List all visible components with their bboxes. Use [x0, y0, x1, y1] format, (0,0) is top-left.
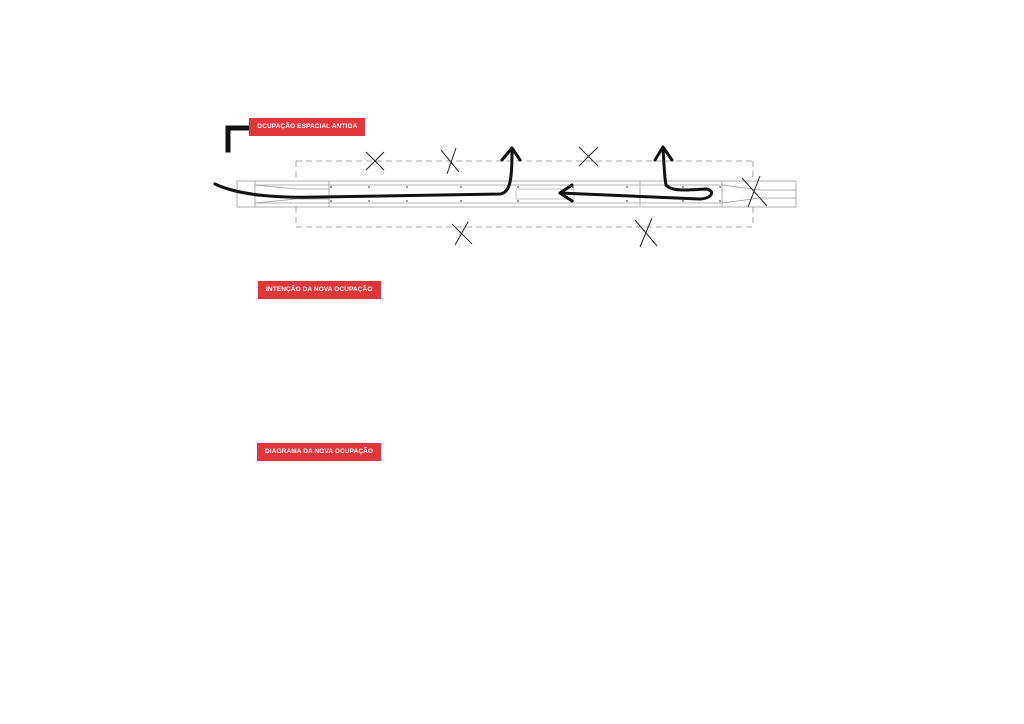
section-label-new-intention: INTENÇÃO DA NOVA OCUPAÇÃO: [258, 281, 381, 299]
corner-bracket-icon: [228, 128, 248, 150]
cross-mark-icon: [365, 146, 768, 248]
section-old-occupation: [213, 128, 797, 248]
section-label-old-occupation: OCUPAÇÃO ESPACIAL ANTIGA: [249, 118, 366, 136]
section-label-new-diagram: DIAGRAMA DA NOVA OCUPAÇÃO: [257, 443, 382, 461]
movement-path: [213, 145, 713, 203]
